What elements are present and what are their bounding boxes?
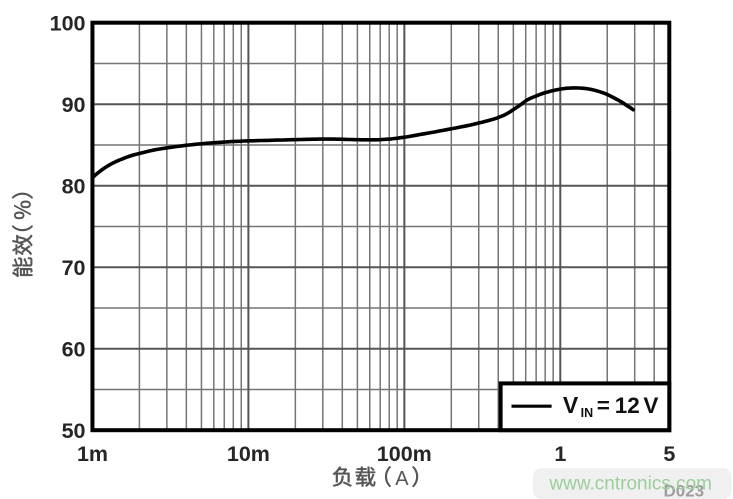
svg-text:1: 1: [554, 442, 566, 466]
svg-text:70: 70: [62, 256, 86, 280]
svg-text:5: 5: [663, 442, 675, 466]
svg-text:D023: D023: [664, 481, 705, 499]
svg-text:V: V: [643, 393, 658, 418]
svg-text:10m: 10m: [227, 442, 270, 466]
svg-text:1m: 1m: [77, 442, 108, 466]
svg-text:12: 12: [615, 393, 640, 418]
svg-text:60: 60: [62, 337, 86, 361]
svg-text:80: 80: [62, 174, 86, 198]
svg-text:90: 90: [62, 93, 86, 117]
svg-text:IN: IN: [581, 406, 594, 420]
svg-text:V: V: [563, 392, 579, 418]
svg-text:100m: 100m: [377, 442, 432, 466]
svg-text:100: 100: [50, 11, 86, 35]
svg-text:A: A: [395, 468, 409, 490]
svg-text:www.cntronics.com: www.cntronics.com: [548, 474, 712, 495]
svg-text:50: 50: [62, 419, 86, 443]
svg-text:=: =: [597, 393, 610, 418]
